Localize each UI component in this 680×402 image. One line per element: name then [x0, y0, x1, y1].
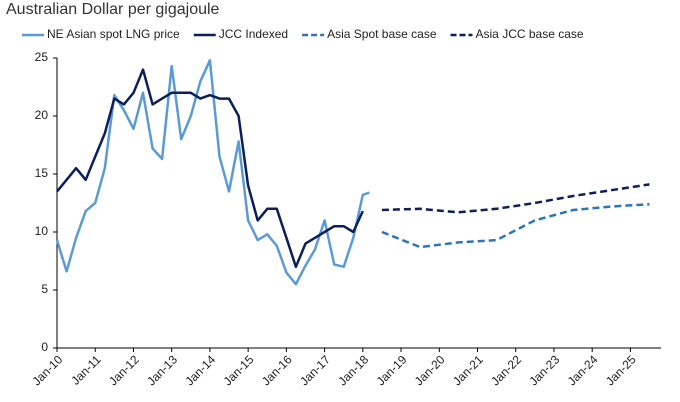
x-tick-label: Jan-14	[182, 352, 218, 388]
x-tick-label: Jan-17	[297, 352, 333, 388]
y-tick-label: 15	[35, 166, 49, 180]
x-tick-label: Jan-20	[412, 352, 448, 388]
y-tick-label: 10	[35, 224, 49, 238]
series-line	[381, 202, 650, 249]
series-line	[381, 183, 650, 214]
y-tick-label: 5	[41, 282, 48, 296]
x-tick-label: Jan-15	[221, 352, 257, 388]
x-tick-label: Jan-18	[335, 352, 371, 388]
x-tick-label: Jan-12	[106, 352, 142, 388]
legend-label: JCC Indexed	[219, 27, 288, 41]
series-line	[56, 68, 364, 269]
y-tick-label: 0	[41, 340, 48, 354]
x-tick-label: Jan-22	[488, 352, 524, 388]
series-line	[55, 59, 370, 286]
x-tick-label: Jan-19	[374, 352, 410, 388]
x-tick-label: Jan-21	[450, 352, 486, 388]
y-tick-label: 20	[35, 108, 49, 122]
legend-label: NE Asian spot LNG price	[47, 27, 180, 41]
x-tick-label: Jan-24	[565, 352, 601, 388]
legend-label: Asia Spot base case	[327, 27, 437, 41]
x-tick-label: Jan-16	[259, 352, 295, 388]
y-tick-label: 25	[35, 50, 49, 64]
x-tick-label: Jan-10	[30, 352, 66, 388]
x-tick-label: Jan-13	[144, 352, 180, 388]
x-tick-label: Jan-25	[603, 352, 639, 388]
legend-label: Asia JCC base case	[476, 27, 584, 41]
x-tick-label: Jan-11	[68, 352, 103, 387]
chart-title: Australian Dollar per gigajoule	[6, 1, 220, 18]
x-tick-label: Jan-23	[526, 352, 562, 388]
legend: NE Asian spot LNG price JCC Indexed Asia S…	[22, 27, 584, 41]
